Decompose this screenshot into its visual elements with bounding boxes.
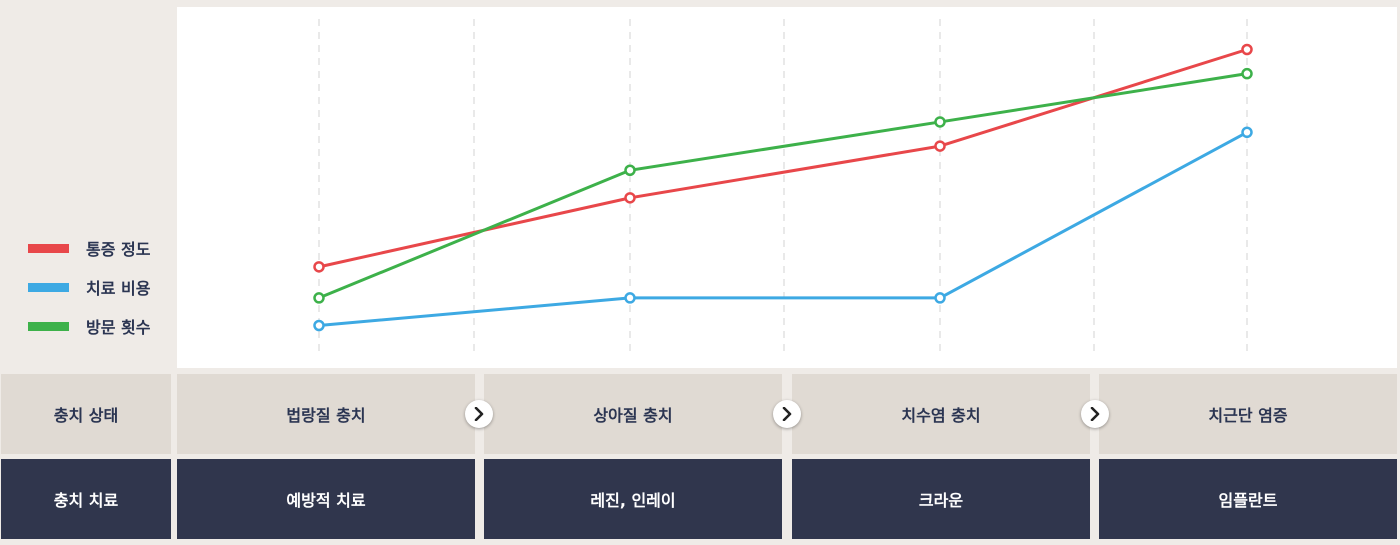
treatment-cell-2: 레진, 인레이 [484, 459, 782, 539]
treatment-cell-3: 크라운 [792, 459, 1090, 539]
legend-label-visits: 방문 횟수 [86, 318, 151, 337]
treatment-cell-1: 예방적 치료 [177, 459, 475, 539]
data-point-s2-4 [1241, 126, 1253, 139]
data-point-s2-3 [934, 292, 946, 304]
chevron-right-icon [465, 400, 493, 428]
legend-swatch-cost [28, 282, 69, 292]
chevron-right-icon [773, 400, 801, 428]
data-point-s1-3 [934, 140, 946, 152]
chevron-right-icon [1081, 400, 1109, 428]
series-line-2 [318, 130, 1248, 327]
data-point-s1-4 [1241, 43, 1253, 56]
stage-cell-3: 치수염 충치 [792, 374, 1090, 454]
stage-cell-2: 상아질 충치 [484, 374, 782, 454]
legend-swatch-visits [28, 321, 69, 331]
data-point-s1-2 [624, 192, 636, 204]
chart-legend: 통증 정도 치료 비용 방문 횟수 [28, 238, 150, 355]
data-point-s2-2 [624, 292, 636, 304]
treatment-row: 충치 치료 예방적 치료 레진, 인레이 크라운 임플란트 [0, 459, 1400, 539]
line-chart [313, 19, 1253, 356]
treatment-row-header: 충치 치료 [1, 459, 171, 539]
legend-swatch-pain [28, 243, 69, 253]
data-point-s2-1 [313, 319, 325, 332]
stage-row-header: 충치 상태 [1, 374, 171, 454]
treatment-cell-4: 임플란트 [1099, 459, 1397, 539]
data-point-s3-3 [934, 116, 946, 128]
legend-label-cost: 치료 비용 [86, 279, 151, 298]
stage-cell-1: 법랑질 충치 [177, 374, 475, 454]
data-point-s3-1 [313, 292, 325, 304]
data-point-s1-1 [313, 261, 325, 273]
legend-item-pain: 통증 정도 [28, 238, 151, 259]
stage-cell-4: 치근단 염증 [1099, 374, 1397, 454]
series-line-1 [318, 48, 1248, 269]
data-point-s3-2 [624, 164, 636, 176]
stage-row: 충치 상태 법랑질 충치 상아질 충치 치수염 충치 치근단 염증 [0, 374, 1400, 454]
chart-plot-area [177, 7, 1397, 368]
legend-label-pain: 통증 정도 [86, 240, 151, 259]
data-point-s3-4 [1241, 67, 1253, 80]
legend-item-cost: 치료 비용 [28, 277, 151, 298]
series-line-3 [318, 72, 1248, 300]
legend-item-visits: 방문 횟수 [28, 316, 151, 337]
